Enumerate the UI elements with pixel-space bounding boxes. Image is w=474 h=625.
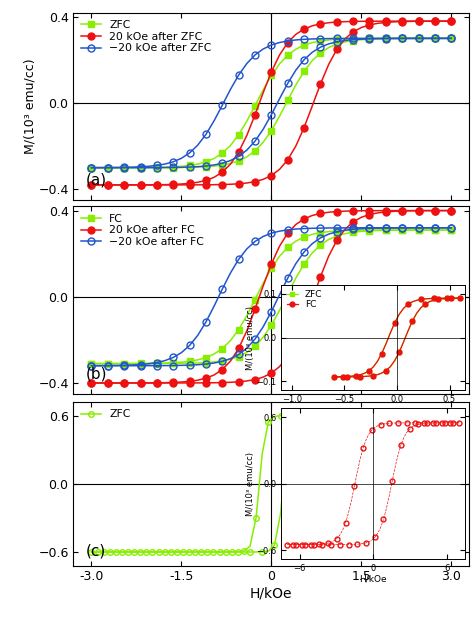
Text: (c): (c)	[85, 544, 106, 559]
X-axis label: H/kOe: H/kOe	[250, 586, 292, 600]
Text: (b): (b)	[85, 367, 107, 382]
Legend: ZFC: ZFC	[79, 408, 133, 422]
Legend: ZFC, 20 kOe after ZFC, −20 kOe after ZFC: ZFC, 20 kOe after ZFC, −20 kOe after ZFC	[79, 18, 214, 56]
Legend: FC, 20 kOe after FC, −20 kOe after FC: FC, 20 kOe after FC, −20 kOe after FC	[79, 212, 206, 249]
Text: (a): (a)	[85, 173, 107, 188]
Y-axis label: M/(10³ emu/cc): M/(10³ emu/cc)	[24, 58, 37, 154]
